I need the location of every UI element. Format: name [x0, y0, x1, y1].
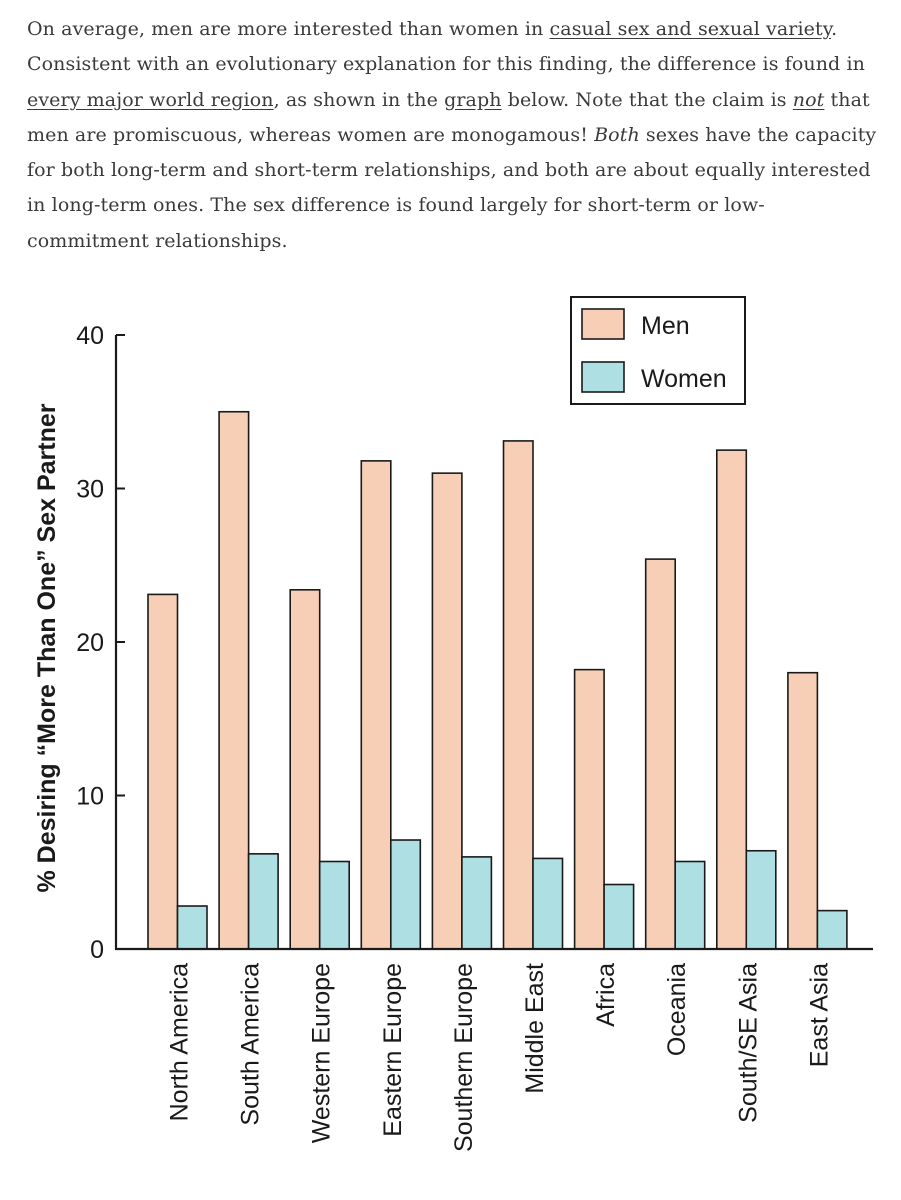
bar-men: [431, 472, 463, 950]
article-emphasis-link[interactable]: not: [792, 88, 825, 111]
bar-women: [247, 853, 279, 950]
article-link[interactable]: every major world region: [27, 88, 274, 111]
bar-men: [573, 668, 605, 950]
legend-swatch-women: [581, 361, 625, 393]
bar-chart: 0 10 20 30 40 North America South America Weste…: [33, 296, 873, 1152]
bar-women: [816, 909, 848, 950]
article-text-run: , as shown in the: [273, 88, 445, 111]
bar-men: [147, 593, 179, 950]
y-tick-label: 0: [90, 936, 104, 964]
y-tick-label: 20: [76, 629, 104, 657]
x-tick-label: Western Europe: [308, 963, 336, 1143]
bar-men: [787, 671, 819, 950]
article-text-run: On average, men are more interested than…: [27, 18, 550, 40]
bar-men: [644, 558, 677, 950]
article-text-run: sexes have the capacity for both long-te…: [27, 123, 877, 252]
bar-women: [674, 860, 706, 950]
bar-men: [715, 449, 748, 950]
article-link[interactable]: casual sex and sexual variety: [549, 18, 832, 40]
y-tick-label: 40: [76, 322, 104, 350]
bar-women: [532, 857, 564, 950]
article-text-run: below. Note that the claim is: [501, 88, 793, 111]
x-tick-label: Southern Europe: [450, 963, 478, 1152]
article-text-run: . Consistent with an evolutionary explan…: [27, 18, 865, 76]
bar-women: [461, 856, 493, 950]
x-tick-label: Middle East: [521, 963, 549, 1094]
bar-women: [745, 849, 777, 950]
x-tick-label: South/SE Asia: [734, 963, 762, 1123]
bar-men: [360, 460, 392, 950]
article-link[interactable]: graph: [444, 88, 502, 111]
bar-women: [389, 839, 422, 950]
bar-women: [176, 905, 208, 950]
x-tick-label: South America: [237, 963, 265, 1126]
y-tick-label: 10: [76, 783, 104, 811]
y-tick-label: 30: [76, 476, 104, 504]
legend-swatch-men: [581, 308, 625, 340]
article-text-run: that men are promiscuous, whereas women …: [27, 88, 870, 146]
x-tick-label: East Asia: [805, 963, 833, 1067]
x-tick-label: Oceania: [663, 963, 691, 1056]
bar-women: [603, 883, 635, 950]
legend-label-women: Women: [641, 365, 727, 393]
article-emphasis: Both: [594, 123, 640, 146]
bar-men: [289, 589, 321, 950]
x-tick-label: Eastern Europe: [379, 963, 407, 1137]
legend-label-men: Men: [641, 312, 690, 340]
bar-men: [218, 410, 250, 950]
x-tick-label: North America: [166, 963, 194, 1121]
article-paragraph: On average, men are more interested than…: [27, 12, 877, 259]
bar-women: [318, 860, 351, 950]
y-axis-title: % Desiring “More Than One” Sex Partner: [33, 403, 61, 892]
x-tick-label: Africa: [592, 963, 620, 1027]
bar-men: [502, 440, 534, 950]
